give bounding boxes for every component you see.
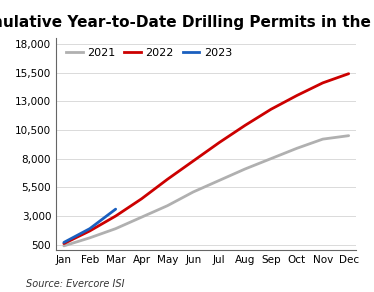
Text: Source: Evercore ISI: Source: Evercore ISI bbox=[26, 279, 125, 289]
Legend: 2021, 2022, 2023: 2021, 2022, 2023 bbox=[62, 44, 236, 62]
Title: Cumulative Year-to-Date Drilling Permits in the Permian: Cumulative Year-to-Date Drilling Permits… bbox=[0, 15, 374, 30]
